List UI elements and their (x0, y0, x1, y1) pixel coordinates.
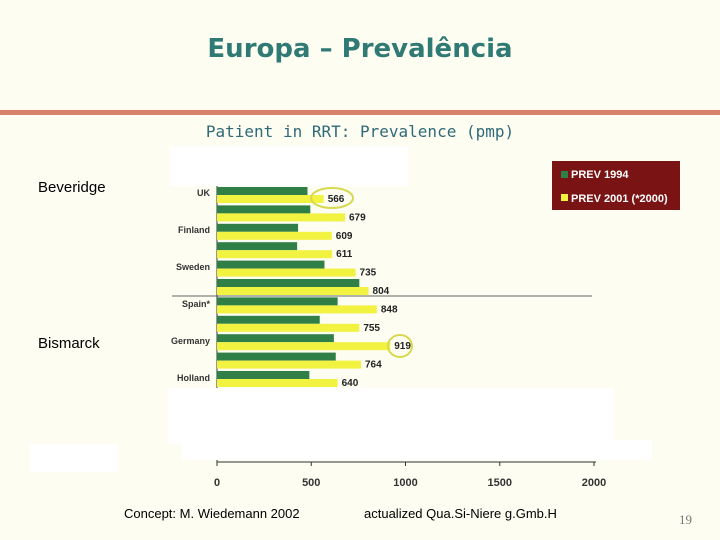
bar-2001 (217, 195, 324, 203)
bar-2001 (217, 287, 369, 295)
bar-value-label: 566 (328, 194, 345, 205)
highlight-circle-919 (387, 334, 413, 358)
bismarck-label: Bismarck (38, 335, 100, 352)
bar-1994 (217, 371, 310, 379)
bar-value-label: 735 (360, 268, 377, 279)
bar-2001 (217, 305, 377, 314)
x-tick-label: 1500 (488, 477, 512, 489)
x-tick-label: 1000 (393, 477, 417, 489)
category-label: Spain* (182, 299, 211, 309)
bar-2001 (217, 342, 391, 351)
highlight-circle-566 (310, 187, 354, 209)
bar-1994 (217, 352, 336, 361)
bar-2001 (217, 250, 333, 259)
title-divider (0, 110, 720, 115)
bar-value-label: 764 (365, 360, 382, 371)
x-tick-label: 2000 (582, 477, 606, 489)
bar-1994 (217, 334, 334, 343)
mask-bottom (168, 388, 614, 444)
bar-value-label: 679 (349, 212, 366, 223)
bar-value-label: 919 (394, 341, 411, 352)
bar-2001 (217, 213, 345, 222)
bar-1994 (217, 187, 308, 195)
credit-actualized: actualized Qua.Si-Niere g.Gmb.H (364, 506, 557, 521)
category-label: Finland (178, 225, 210, 235)
bar-value-label: 640 (342, 378, 359, 389)
legend-label-1994: PREV 1994 (571, 169, 629, 181)
bar-2001 (217, 268, 356, 277)
bar-1994 (217, 279, 360, 287)
credit-concept: Concept: M. Wiedemann 2002 (124, 506, 300, 521)
legend-label-2001: PREV 2001 (*2000) (571, 193, 668, 205)
bar-2001 (217, 231, 332, 240)
slide-title: Europa – Prevalência (207, 34, 513, 64)
bar-1994 (217, 315, 320, 324)
bar-1994 (217, 297, 338, 306)
legend-swatch-2001 (561, 194, 568, 201)
bar-value-label: 755 (363, 323, 380, 334)
bar-1994 (217, 205, 311, 214)
bar-value-label: 609 (336, 231, 353, 242)
legend-box (552, 161, 680, 210)
x-tick-label: 500 (302, 477, 320, 489)
x-tick-label: 0 (214, 477, 220, 489)
bar-value-label: 611 (336, 249, 353, 260)
bar-2001 (217, 360, 362, 369)
bar-1994 (217, 223, 299, 232)
bar-2001 (217, 379, 338, 387)
mask-left (30, 444, 118, 472)
chart-subtitle: Patient in RRT: Prevalence (pmp) (205, 122, 515, 141)
bar-1994 (217, 242, 298, 251)
mask-bottom-strip (182, 440, 652, 460)
mask-top (170, 146, 408, 186)
page-number: 19 (679, 512, 692, 527)
category-label: Holland (177, 373, 210, 383)
category-label: Sweden (176, 262, 210, 272)
category-label: Germany (171, 336, 210, 346)
bar-1994 (217, 260, 325, 269)
bar-value-label: 804 (373, 286, 390, 297)
bar-value-label: 848 (381, 304, 398, 315)
bar-2001 (217, 323, 360, 332)
legend-swatch-1994 (561, 171, 568, 178)
category-label: UK (197, 188, 210, 198)
beveridge-label: Beveridge (38, 179, 106, 196)
